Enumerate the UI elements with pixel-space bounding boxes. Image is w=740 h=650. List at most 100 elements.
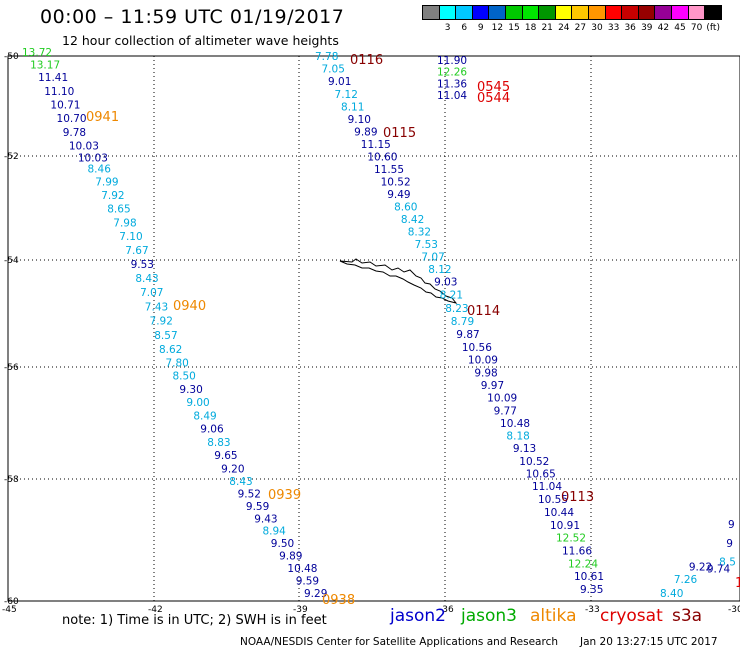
wave-height-reading: 9.97 bbox=[481, 380, 504, 392]
wave-height-reading: 8.12 bbox=[428, 264, 451, 276]
wave-height-reading: 10.56 bbox=[462, 342, 492, 354]
wave-height-reading: 8.21 bbox=[440, 290, 463, 302]
color-scale-label: 30 bbox=[591, 23, 603, 33]
wave-height-reading: 11.41 bbox=[38, 72, 68, 84]
wave-height-reading: 10.70 bbox=[57, 113, 87, 125]
latitude-label: -54 bbox=[4, 256, 19, 266]
wave-height-reading: 12.24 bbox=[568, 558, 598, 570]
pass-time-tag: 1 bbox=[735, 576, 740, 591]
wave-height-reading: 8.57 bbox=[154, 330, 177, 342]
wave-height-reading: 7.05 bbox=[322, 64, 345, 76]
color-scale-labels: 3 6 9 12 15 18 21 24 27 30 33 36 39 42 45 70 (ft) bbox=[422, 23, 740, 35]
wave-height-reading: 8.18 bbox=[506, 431, 529, 443]
wave-height-reading: 10.91 bbox=[550, 520, 580, 532]
color-scale-label: 45 bbox=[674, 23, 686, 33]
wave-height-reading: 7.99 bbox=[95, 176, 118, 188]
wave-height-reading: 13.72 bbox=[22, 47, 52, 59]
wave-height-reading: 8.50 bbox=[172, 371, 195, 383]
longitude-label: -39 bbox=[293, 605, 308, 615]
wave-height-reading: 11.55 bbox=[374, 164, 404, 176]
color-scale-label: 6 bbox=[461, 23, 468, 33]
pass-time-tag: 0115 bbox=[383, 126, 416, 141]
wave-height-reading: 8.11 bbox=[341, 101, 364, 113]
legend-s3a: s3a bbox=[672, 606, 703, 626]
legend-jason2: jason2 bbox=[390, 606, 446, 626]
wave-height-reading: 9.06 bbox=[200, 424, 224, 436]
wave-height-reading: 9.59 bbox=[296, 576, 319, 588]
wave-height-reading: 8.60 bbox=[394, 202, 417, 214]
wave-height-reading: 8.23 bbox=[445, 303, 468, 315]
wave-height-reading: 11.15 bbox=[361, 139, 391, 151]
map-frame bbox=[7, 55, 740, 602]
wave-height-reading: 8.43 bbox=[229, 476, 252, 488]
credit-line: NOAA/NESDIS Center for Satellite Applica… bbox=[240, 636, 558, 648]
pass-time-tag: 0114 bbox=[467, 304, 500, 319]
wave-height-reading: 9 bbox=[726, 538, 733, 550]
pass-time-tag: 0545 bbox=[477, 80, 510, 95]
wave-height-reading: 10.55 bbox=[538, 494, 568, 506]
wave-height-reading: 9.35 bbox=[580, 584, 603, 596]
wave-height-reading: 8.40 bbox=[660, 588, 683, 600]
wave-height-reading: 9.89 bbox=[354, 127, 377, 139]
wave-height-reading: 7.26 bbox=[674, 574, 698, 586]
wave-height-reading: 9.65 bbox=[214, 450, 237, 462]
wave-height-reading: 8.94 bbox=[262, 526, 286, 538]
wave-height-reading: 10.03 bbox=[78, 152, 108, 164]
wave-height-reading: 9.77 bbox=[494, 405, 517, 417]
wave-height-reading: 7.80 bbox=[165, 357, 188, 369]
color-scale-label: 15 bbox=[508, 23, 520, 33]
wave-height-reading: 8.32 bbox=[408, 227, 431, 239]
wave-height-reading: 10.65 bbox=[526, 469, 556, 481]
color-scale-bar bbox=[422, 5, 722, 20]
latitude-label: -50 bbox=[4, 52, 19, 62]
color-scale-label: 36 bbox=[624, 23, 636, 33]
legend-altika: altika bbox=[530, 606, 577, 626]
color-scale-label: 18 bbox=[524, 23, 537, 33]
wave-height-reading: 7.12 bbox=[335, 89, 358, 101]
wave-height-reading: 7.43 bbox=[145, 301, 168, 313]
wave-height-reading: 10.52 bbox=[519, 456, 549, 468]
wave-height-reading: 10.09 bbox=[487, 393, 517, 405]
wave-height-reading: 9.78 bbox=[63, 127, 86, 139]
wave-height-reading: 9.50 bbox=[271, 538, 294, 550]
wave-height-reading: 9.87 bbox=[456, 329, 479, 341]
wave-height-reading: 10.61 bbox=[574, 571, 604, 583]
wave-height-reading: 10.71 bbox=[50, 100, 80, 112]
generated-date: Jan 20 13:27:15 UTC 2017 bbox=[580, 636, 718, 648]
pass-time-tag: 0940 bbox=[173, 299, 206, 314]
wave-height-reading: 8.62 bbox=[159, 344, 182, 356]
color-scale-label: 3 bbox=[444, 23, 451, 33]
wave-height-reading: 7.92 bbox=[101, 190, 124, 202]
wave-height-reading: 11.04 bbox=[437, 90, 467, 102]
color-scale-label: 9 bbox=[477, 23, 484, 33]
wave-height-reading: 11.90 bbox=[437, 55, 467, 67]
wave-height-reading: 9.74 bbox=[707, 563, 731, 575]
wave-height-reading: 8.5 bbox=[719, 556, 736, 568]
wave-height-reading: 9.10 bbox=[348, 114, 371, 126]
wave-height-reading: 8.65 bbox=[107, 204, 130, 216]
wave-height-reading: 9.52 bbox=[238, 488, 261, 500]
latitude-label: -56 bbox=[4, 363, 19, 373]
color-scale-label: (ft) bbox=[706, 23, 720, 33]
wave-height-reading: 9.49 bbox=[387, 189, 410, 201]
latitude-label: -60 bbox=[4, 597, 19, 607]
wave-height-reading: 7.07 bbox=[140, 287, 163, 299]
color-scale-label: 27 bbox=[574, 23, 587, 33]
pass-time-tag: 0116 bbox=[350, 53, 383, 68]
color-scale-label: 12 bbox=[491, 23, 504, 33]
wave-height-reading: 7.67 bbox=[125, 245, 148, 257]
wave-height-reading: 9.20 bbox=[221, 463, 244, 475]
wave-height-reading: 7.10 bbox=[119, 231, 142, 243]
legend-jason3: jason3 bbox=[461, 606, 517, 626]
legend-cryosat: cryosat bbox=[600, 606, 663, 626]
wave-height-reading: 13.17 bbox=[30, 60, 60, 72]
color-scale-label: 21 bbox=[541, 23, 553, 33]
page-subtitle: 12 hour collection of altimeter wave hei… bbox=[62, 33, 339, 48]
wave-height-reading: 10.44 bbox=[544, 507, 574, 519]
wave-height-reading: 9.29 bbox=[304, 588, 327, 600]
pass-time-tag: 0939 bbox=[268, 488, 301, 503]
longitude-label: -30 bbox=[728, 605, 740, 615]
wave-height-reading: 8.42 bbox=[401, 214, 424, 226]
longitude-label: -45 bbox=[2, 605, 17, 615]
